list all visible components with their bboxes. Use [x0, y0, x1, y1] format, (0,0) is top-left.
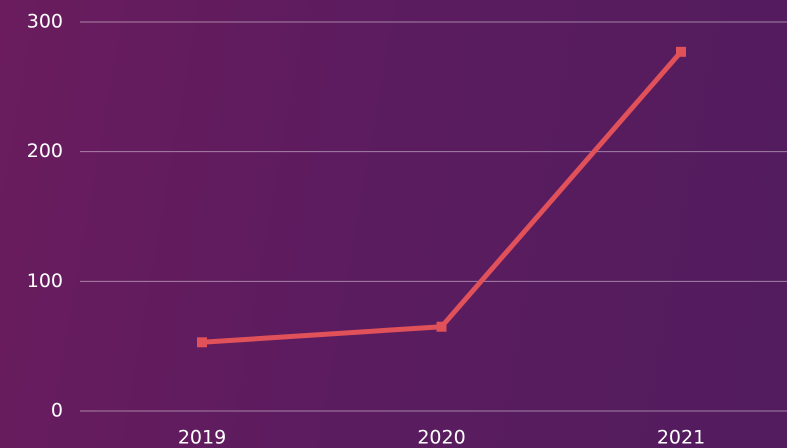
x-tick-label: 2020 [417, 427, 465, 448]
data-point [676, 46, 686, 57]
x-tick-label: 2019 [178, 427, 226, 448]
x-tick-label: 2021 [657, 427, 705, 448]
y-tick-label: 0 [51, 400, 63, 422]
y-tick-label: 200 [27, 140, 63, 162]
data-point [436, 321, 447, 332]
data-line [201, 50, 683, 345]
y-tick-label: 100 [27, 270, 63, 292]
y-tick-label: 300 [27, 11, 63, 33]
data-point [197, 337, 207, 348]
